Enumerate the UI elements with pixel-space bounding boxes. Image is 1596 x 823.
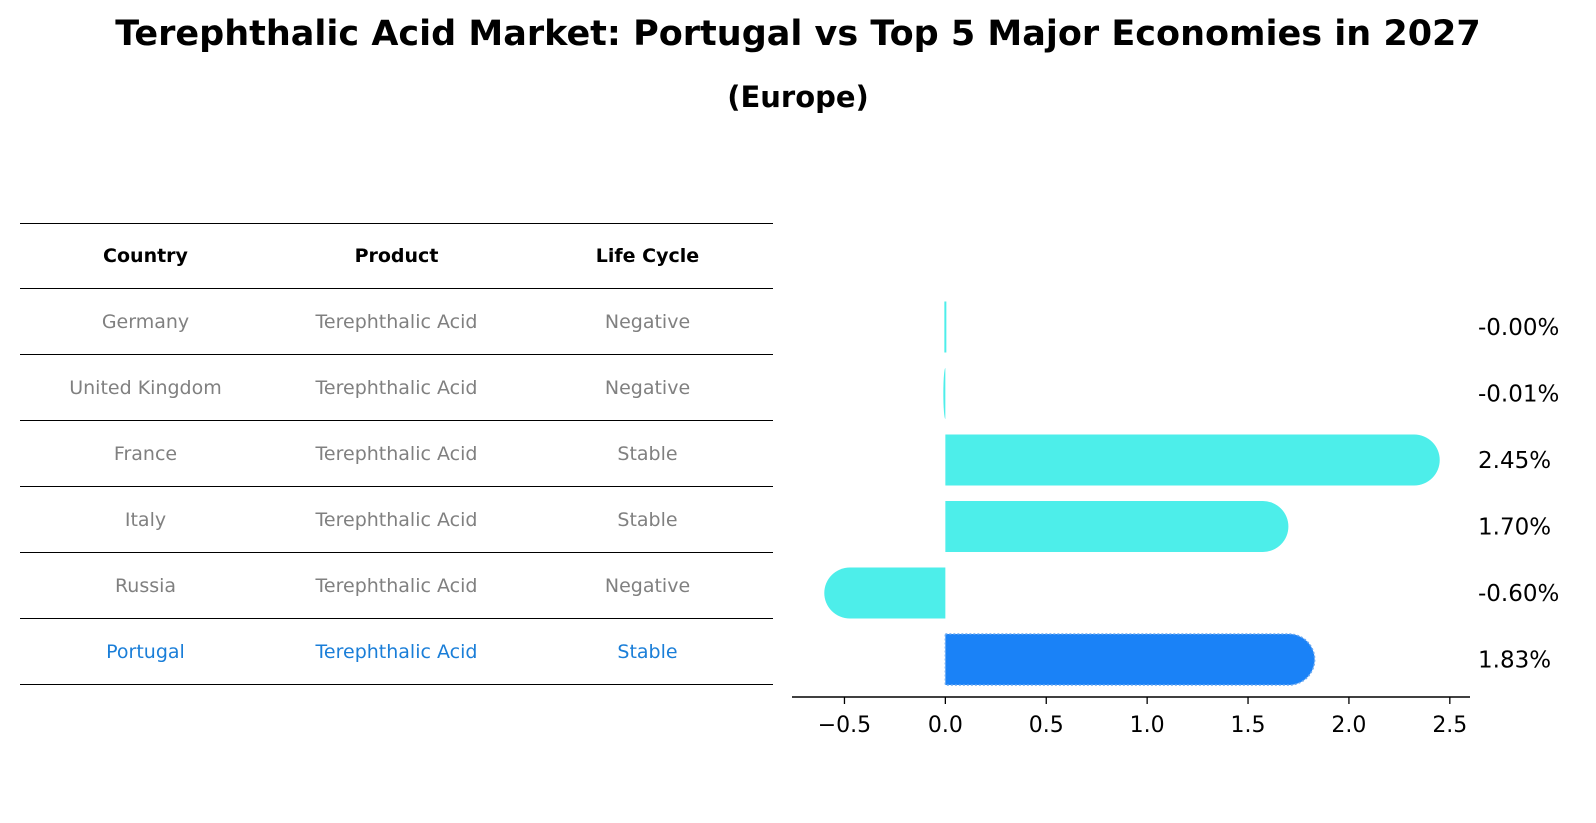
data-label: 1.70%: [1478, 515, 1551, 541]
bar-italy: [945, 501, 1289, 552]
table-row: France Terephthalic Acid Stable: [20, 421, 773, 487]
table-row: Italy Terephthalic Acid Stable: [20, 487, 773, 553]
cell-product: Terephthalic Acid: [315, 508, 478, 531]
data-label: 1.83%: [1478, 648, 1551, 674]
header-product: Product: [354, 245, 439, 267]
data-label: -0.60%: [1478, 581, 1559, 607]
comparison-table: Country Product Life Cycle Germany Terep…: [20, 223, 773, 685]
x-tick-label: 2.0: [1331, 713, 1366, 738]
x-tick-label: 1.0: [1130, 713, 1165, 738]
cell-product: Terephthalic Acid: [315, 310, 478, 333]
cell-life-cycle: Stable: [617, 508, 678, 531]
bar-russia: [824, 567, 946, 619]
bar-germany: [944, 301, 947, 353]
cell-product: Terephthalic Acid: [315, 442, 478, 465]
data-label: -0.01%: [1478, 382, 1559, 408]
cell-country: Russia: [114, 574, 177, 597]
chart-subtitle: (Europe): [727, 80, 869, 114]
cell-country: United Kingdom: [69, 376, 222, 399]
table-row: United Kingdom Terephthalic Acid Negativ…: [20, 355, 773, 421]
cell-product: Terephthalic Acid: [315, 376, 478, 399]
x-tick-label: 0.5: [1029, 713, 1064, 738]
data-label: 2.45%: [1478, 448, 1551, 474]
chart-title: Terephthalic Acid Market: Portugal vs To…: [115, 14, 1481, 54]
cell-product: Terephthalic Acid: [315, 640, 478, 663]
cell-country: Portugal: [106, 640, 185, 663]
cell-country: Germany: [101, 310, 190, 333]
cell-life-cycle: Negative: [604, 376, 691, 399]
bar-france: [945, 434, 1440, 486]
table-header-row: Country Product Life Cycle: [20, 223, 773, 289]
x-tick-label: −0.5: [818, 713, 871, 738]
cell-life-cycle: Stable: [617, 640, 678, 663]
cell-life-cycle: Negative: [604, 310, 691, 333]
cell-country: France: [113, 442, 178, 465]
bar-portugal: [944, 633, 1316, 686]
bar-united-kingdom: [943, 368, 946, 419]
x-tick-label: 1.5: [1231, 713, 1266, 738]
x-tick-label: 2.5: [1432, 713, 1467, 738]
cell-product: Terephthalic Acid: [315, 574, 478, 597]
cell-life-cycle: Negative: [604, 574, 691, 597]
data-label: -0.00%: [1478, 315, 1559, 341]
x-tick-label: 0.0: [928, 713, 963, 738]
cell-country: Italy: [124, 508, 167, 531]
header-country: Country: [103, 245, 188, 267]
header-life-cycle: Life Cycle: [595, 245, 700, 267]
cell-life-cycle: Stable: [617, 442, 678, 465]
table-row: Germany Terephthalic Acid Negative: [20, 289, 773, 355]
table-row-highlight: Portugal Terephthalic Acid Stable: [20, 619, 773, 685]
table-row: Russia Terephthalic Acid Negative: [20, 553, 773, 619]
